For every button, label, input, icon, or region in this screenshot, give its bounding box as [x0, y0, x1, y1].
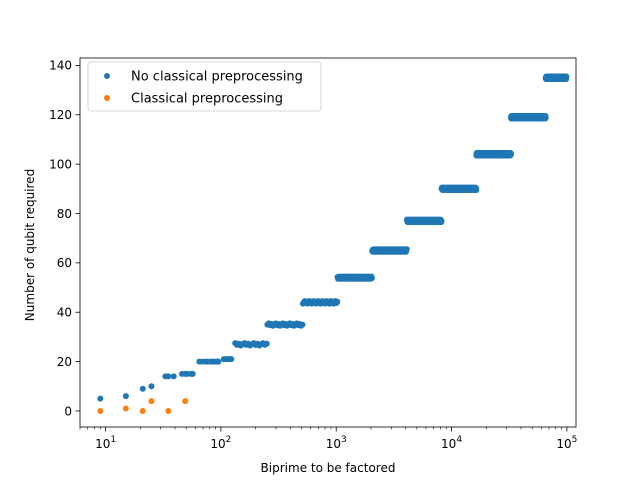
- y-tick-label: 60: [57, 256, 72, 270]
- legend-label-no-preprocessing: No classical preprocessing: [131, 70, 303, 85]
- data-point-no-preprocessing: [170, 373, 177, 380]
- ticks-layer: 101 102 103 104 105 0 20 40 60 80 100 120 140: [49, 59, 577, 451]
- x-tick-label: 102: [210, 435, 231, 451]
- x-tick-label: 105: [556, 435, 577, 451]
- data-point-no-preprocessing: [215, 358, 222, 365]
- x-tick-label: 103: [326, 435, 347, 451]
- points-layer: [97, 73, 570, 414]
- x-tick-label: 101: [95, 435, 116, 451]
- data-point-preprocessing: [139, 407, 146, 414]
- data-point-no-preprocessing: [334, 298, 341, 305]
- y-tick-label: 80: [57, 207, 72, 221]
- data-point-no-preprocessing: [263, 340, 270, 347]
- y-tick-label: 40: [57, 306, 72, 320]
- data-point-no-preprocessing: [563, 73, 570, 80]
- data-point-no-preprocessing: [542, 114, 549, 121]
- data-point-no-preprocessing: [507, 150, 514, 157]
- data-point-no-preprocessing: [189, 370, 196, 377]
- data-point-no-preprocessing: [403, 246, 410, 253]
- legend-label-preprocessing: Classical preprocessing: [131, 92, 283, 107]
- plot-frame: [79, 57, 577, 428]
- x-axis-label: Biprime to be factored: [261, 461, 396, 475]
- data-point-no-preprocessing: [139, 385, 146, 392]
- data-point-no-preprocessing: [368, 275, 375, 282]
- data-point-preprocessing: [97, 407, 104, 414]
- legend-marker-preprocessing: [104, 95, 110, 101]
- y-tick-label: 0: [64, 404, 72, 418]
- data-point-preprocessing: [165, 407, 172, 414]
- legend-box: [87, 61, 322, 112]
- data-point-no-preprocessing: [165, 373, 172, 380]
- data-point-no-preprocessing: [97, 395, 104, 402]
- legend: No classical preprocessing Classical pre…: [87, 61, 322, 112]
- y-tick-label: 20: [57, 355, 72, 369]
- legend-marker-no-preprocessing: [104, 73, 110, 79]
- data-point-preprocessing: [148, 398, 155, 405]
- y-axis-label: Number of qubit required: [23, 169, 37, 321]
- data-point-no-preprocessing: [473, 187, 480, 194]
- y-tick-label: 120: [49, 108, 72, 122]
- x-tick-label: 104: [441, 435, 462, 451]
- data-point-no-preprocessing: [228, 356, 235, 363]
- data-point-preprocessing: [122, 405, 129, 412]
- data-point-no-preprocessing: [299, 321, 306, 328]
- y-tick-label: 140: [49, 59, 72, 73]
- data-point-no-preprocessing: [122, 393, 129, 400]
- data-point-preprocessing: [182, 398, 189, 405]
- data-point-no-preprocessing: [148, 383, 155, 390]
- y-tick-label: 100: [49, 157, 72, 171]
- data-point-no-preprocessing: [438, 217, 445, 224]
